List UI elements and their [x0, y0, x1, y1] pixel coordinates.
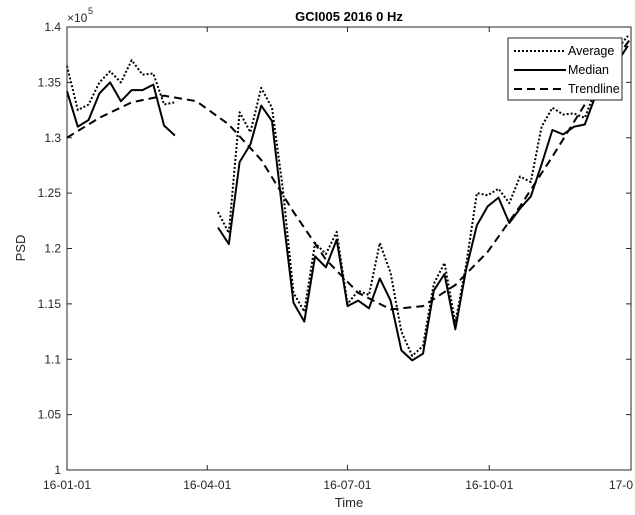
plot-frame — [66, 26, 632, 471]
y-tick-label: 1.3 — [44, 131, 61, 145]
y-tick-label: 1.1 — [44, 352, 61, 366]
y-exponent-base: ×10 — [67, 11, 88, 25]
series-average — [66, 35, 629, 357]
average-line — [217, 35, 629, 357]
y-tick-label: 1.4 — [44, 20, 61, 34]
legend-trendline-label: Trendline — [568, 82, 620, 96]
y-tick-label: 1.35 — [38, 75, 62, 89]
median-line — [217, 45, 629, 362]
y-tick-label: 1.15 — [38, 297, 62, 311]
y-axis-label: PSD — [13, 235, 28, 262]
legend: Average Median Trendline — [507, 37, 623, 101]
x-tick-label: 16-04-01 — [183, 478, 231, 492]
series-layer — [66, 35, 632, 362]
trendline-line — [66, 37, 632, 311]
y-exponent-power: 5 — [88, 6, 93, 16]
legend-average-label: Average — [568, 44, 614, 58]
y-tick-label: 1.2 — [44, 242, 61, 256]
average-line — [66, 59, 176, 112]
legend-median-label: Median — [568, 63, 609, 77]
x-axis-ticks: 16-01-01 16-04-01 16-07-01 16-10-01 17-0 — [43, 27, 633, 492]
x-tick-label: 16-10-01 — [465, 478, 513, 492]
y-exponent: ×10 5 — [67, 6, 93, 25]
y-tick-label: 1.25 — [38, 186, 62, 200]
y-tick-label: 1 — [54, 463, 61, 477]
series-median — [66, 45, 629, 362]
series-trendline — [66, 37, 632, 311]
y-axis-ticks: 1 1.05 1.1 1.15 1.2 1.25 1.3 1.35 1.4 — [38, 20, 631, 477]
x-tick-label: 16-07-01 — [323, 478, 371, 492]
plot-area — [67, 27, 631, 470]
y-tick-label: 1.05 — [38, 408, 62, 422]
x-tick-label: 17-0 — [609, 478, 633, 492]
x-axis-label: Time — [335, 495, 363, 510]
x-tick-label: 16-01-01 — [43, 478, 91, 492]
chart-title: GCI005 2016 0 Hz — [295, 9, 403, 24]
median-line — [66, 81, 176, 137]
